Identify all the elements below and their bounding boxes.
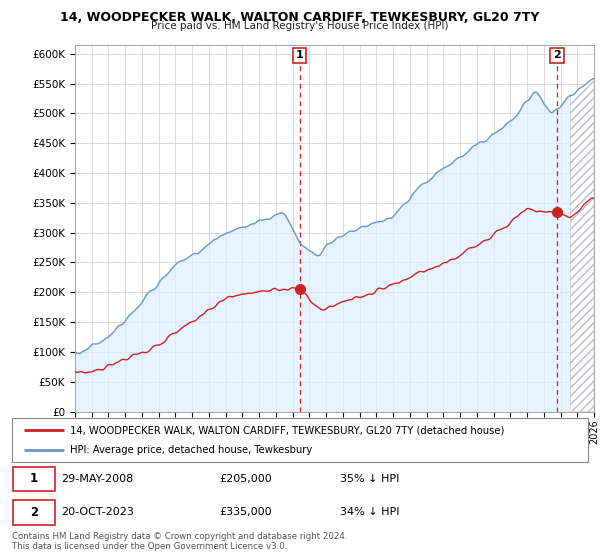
Text: 20-OCT-2023: 20-OCT-2023 xyxy=(61,507,134,517)
Text: 1: 1 xyxy=(30,473,38,486)
Text: HPI: Average price, detached house, Tewkesbury: HPI: Average price, detached house, Tewk… xyxy=(70,445,312,455)
Text: 35% ↓ HPI: 35% ↓ HPI xyxy=(340,474,400,484)
FancyBboxPatch shape xyxy=(13,500,55,525)
Text: 2: 2 xyxy=(553,50,561,60)
Text: 14, WOODPECKER WALK, WALTON CARDIFF, TEWKESBURY, GL20 7TY: 14, WOODPECKER WALK, WALTON CARDIFF, TEW… xyxy=(61,11,539,24)
Text: £205,000: £205,000 xyxy=(220,474,272,484)
Text: 14, WOODPECKER WALK, WALTON CARDIFF, TEWKESBURY, GL20 7TY (detached house): 14, WOODPECKER WALK, WALTON CARDIFF, TEW… xyxy=(70,425,504,435)
Text: Price paid vs. HM Land Registry's House Price Index (HPI): Price paid vs. HM Land Registry's House … xyxy=(151,21,449,31)
Text: 2: 2 xyxy=(30,506,38,519)
Text: 1: 1 xyxy=(296,50,304,60)
Text: 29-MAY-2008: 29-MAY-2008 xyxy=(61,474,133,484)
FancyBboxPatch shape xyxy=(13,466,55,491)
Text: 34% ↓ HPI: 34% ↓ HPI xyxy=(340,507,400,517)
FancyBboxPatch shape xyxy=(12,418,588,462)
Text: Contains HM Land Registry data © Crown copyright and database right 2024.
This d: Contains HM Land Registry data © Crown c… xyxy=(12,532,347,552)
Text: £335,000: £335,000 xyxy=(220,507,272,517)
